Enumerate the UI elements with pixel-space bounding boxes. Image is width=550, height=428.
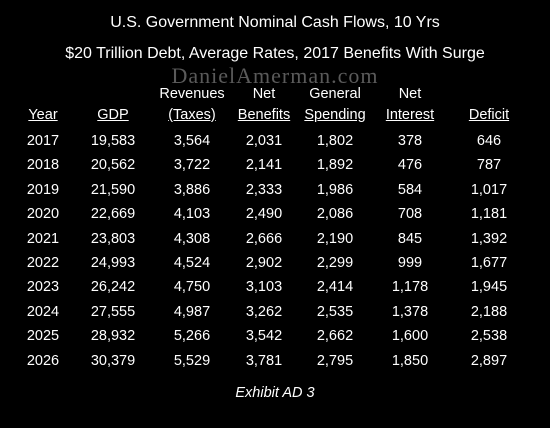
table-cell-gdp: 27,555	[90, 303, 136, 320]
table-cell-net-benefits: 2,902	[245, 255, 283, 271]
table-cell-revenues: 4,987	[173, 303, 211, 320]
table-cell-general-spending: 2,795	[316, 352, 354, 369]
column-header-top-general-spending: General	[309, 86, 361, 102]
table-cell-general-spending: 2,662	[316, 328, 354, 345]
column-header-top-net-interest: Net	[398, 86, 422, 102]
table-cell-deficit: 1,181	[470, 206, 508, 223]
table-cell-net-interest: 1,178	[391, 279, 429, 296]
table-cell-net-benefits: 3,781	[245, 352, 283, 369]
watermark: DanielAmerman.com	[171, 63, 379, 88]
table-cell-gdp: 24,993	[90, 255, 136, 271]
table-cell-net-benefits: 3,262	[245, 303, 283, 320]
table-cell-revenues: 4,103	[173, 206, 211, 223]
column-header-deficit: Deficit	[468, 107, 510, 123]
table-cell-deficit: 1,677	[470, 255, 508, 271]
table-cell-net-benefits: 2,490	[245, 206, 283, 223]
table-cell-year: 2018	[26, 157, 60, 174]
table-cell-general-spending: 2,190	[316, 230, 354, 247]
table-cell-net-benefits: 2,666	[245, 230, 283, 247]
table-cell-net-benefits: 2,031	[245, 133, 283, 149]
table-cell-year: 2019	[26, 181, 60, 198]
chart-subtitle: $20 Trillion Debt, Average Rates, 2017 B…	[65, 45, 485, 62]
table-cell-revenues: 5,529	[173, 352, 211, 369]
table-cell-year: 2021	[26, 230, 60, 247]
table-cell-deficit: 2,538	[470, 328, 508, 345]
table-cell-gdp: 22,669	[90, 206, 136, 223]
column-header-gdp: GDP	[97, 107, 129, 123]
table-cell-revenues: 3,722	[173, 157, 211, 174]
table-cell-net-benefits: 2,333	[245, 181, 283, 198]
table-cell-deficit: 2,897	[470, 352, 508, 369]
table-cell-revenues: 3,886	[173, 181, 211, 198]
table-cell-net-interest: 1,600	[391, 328, 429, 345]
table-cell-deficit: 646	[476, 133, 502, 149]
table-cell-year: 2023	[26, 279, 60, 296]
table-cell-deficit: 787	[476, 157, 502, 174]
column-header-top-net-benefits: Net	[252, 86, 276, 102]
table-cell-net-interest: 476	[397, 157, 423, 174]
table-cell-general-spending: 1,802	[316, 133, 354, 149]
table-cell-gdp: 26,242	[90, 279, 136, 296]
table-cell-general-spending: 2,299	[316, 255, 354, 271]
table-cell-net-interest: 708	[397, 206, 423, 223]
table-cell-gdp: 28,932	[90, 328, 136, 345]
table-cell-year: 2017	[26, 133, 60, 149]
column-header-top-revenues: Revenues	[159, 86, 225, 102]
table-cell-net-benefits: 3,103	[245, 279, 283, 296]
chart-title: U.S. Government Nominal Cash Flows, 10 Y…	[110, 14, 440, 31]
table-cell-gdp: 23,803	[90, 230, 136, 247]
table-cell-year: 2026	[26, 352, 60, 369]
column-header-year: Year	[28, 107, 58, 123]
table-cell-deficit: 2,188	[470, 303, 508, 320]
table-cell-year: 2022	[26, 255, 60, 271]
table-cell-net-interest: 1,378	[391, 303, 429, 320]
table-cell-net-benefits: 2,141	[245, 157, 283, 174]
column-header-net-benefits: Benefits	[237, 107, 291, 123]
table-cell-year: 2020	[26, 206, 60, 223]
table-cell-revenues: 5,266	[173, 328, 211, 345]
column-header-general-spending: Spending	[304, 107, 366, 123]
table-cell-deficit: 1,017	[470, 181, 508, 198]
table-cell-gdp: 30,379	[90, 352, 136, 369]
table-cell-gdp: 19,583	[90, 133, 136, 149]
table-cell-gdp: 21,590	[90, 181, 136, 198]
table-cell-net-interest: 999	[397, 255, 423, 271]
table-cell-general-spending: 2,414	[316, 279, 354, 296]
table-cell-revenues: 4,750	[173, 279, 211, 296]
table-cell-net-benefits: 3,542	[245, 328, 283, 345]
table-cell-gdp: 20,562	[90, 157, 136, 174]
table-cell-revenues: 3,564	[173, 133, 211, 149]
table-cell-general-spending: 2,086	[316, 206, 354, 223]
column-header-net-interest: Interest	[385, 107, 435, 123]
table-cell-year: 2025	[26, 328, 60, 345]
table-cell-general-spending: 1,892	[316, 157, 354, 174]
table-cell-deficit: 1,945	[470, 279, 508, 296]
table-cell-net-interest: 845	[397, 230, 423, 247]
exhibit-caption: Exhibit AD 3	[235, 385, 315, 401]
table-cell-revenues: 4,308	[173, 230, 211, 247]
table-cell-general-spending: 2,535	[316, 303, 354, 320]
table-cell-net-interest: 1,850	[391, 352, 429, 369]
table-cell-revenues: 4,524	[173, 255, 211, 271]
column-header-revenues: (Taxes)	[168, 107, 216, 123]
table-cell-net-interest: 378	[397, 133, 423, 149]
table-cell-general-spending: 1,986	[316, 181, 354, 198]
table-cell-year: 2024	[26, 303, 60, 320]
table-cell-deficit: 1,392	[470, 230, 508, 247]
table-cell-net-interest: 584	[397, 181, 423, 198]
